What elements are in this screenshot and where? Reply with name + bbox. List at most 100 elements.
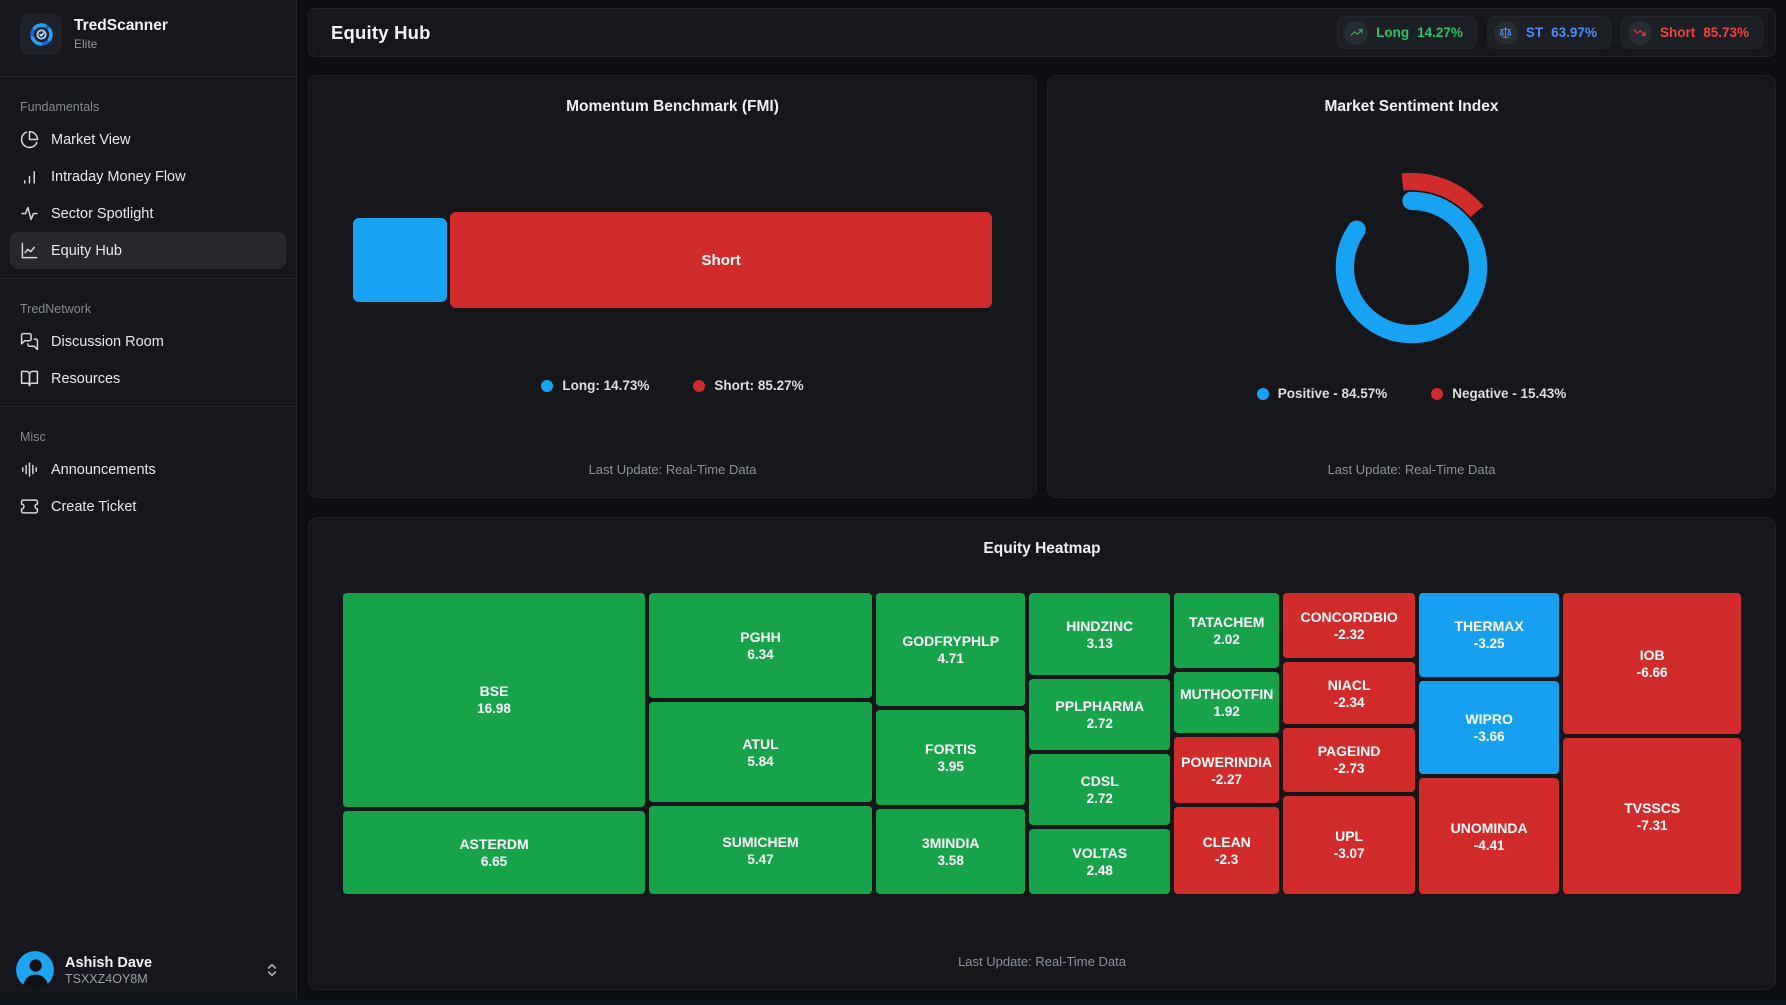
heatmap-cell-pplpharma[interactable]: PPLPHARMA 2.72	[1029, 679, 1170, 751]
momentum-stacked-bar: Short	[352, 210, 993, 310]
legend-dot	[1431, 387, 1444, 400]
sidebar-section-label: Misc	[20, 430, 46, 444]
chevrons-up-down-icon[interactable]	[264, 962, 280, 978]
cell-value: -3.07	[1333, 846, 1365, 862]
legend-dot	[541, 379, 554, 392]
sidebar-item-market-view[interactable]: Market View	[0, 121, 296, 158]
stat-badge-short: Short 85.73%	[1620, 16, 1763, 49]
cell-value: -4.41	[1473, 837, 1505, 853]
heatmap-cell-hindzinc[interactable]: HINDZINC 3.13	[1029, 593, 1170, 676]
sidebar-item-discussion-room[interactable]: Discussion Room	[0, 323, 296, 360]
cell-value: -2.73	[1333, 761, 1365, 777]
cell-ticker: CDSL	[1080, 773, 1119, 790]
heatmap-cell-powerindia[interactable]: POWERINDIA -2.27	[1173, 736, 1280, 804]
heatmap-cell-thermax[interactable]: THERMAX -3.25	[1418, 593, 1560, 677]
heatmap-column: TATACHEM 2.02 MUTHOOTFIN 1.92 POWERINDIA -2.2…	[1173, 593, 1280, 894]
momentum-legend: Long: 14.73% Short: 85.27%	[541, 378, 804, 393]
legend-item[interactable]: Short: 85.27%	[693, 378, 804, 393]
sidebar-section-label: Fundamentals	[20, 100, 100, 114]
heatmap-cell-voltas[interactable]: VOLTAS 2.48	[1029, 828, 1170, 895]
heatmap-cell-atul[interactable]: ATUL 5.84	[649, 702, 872, 803]
sidebar-item-sector-spotlight[interactable]: Sector Spotlight	[0, 195, 296, 232]
brand-tier: Elite	[74, 37, 98, 51]
waveform-icon	[20, 460, 39, 479]
heatmap-cell-upl[interactable]: UPL -3.07	[1283, 795, 1415, 895]
cell-value: 1.92	[1213, 703, 1240, 719]
heatmap-cell-godfryphlp[interactable]: GODFRYPHLP 4.71	[875, 593, 1026, 706]
sidebar-divider	[0, 278, 296, 279]
cell-value: -2.32	[1333, 627, 1365, 643]
sidebar-item-create-ticket[interactable]: Create Ticket	[0, 488, 296, 525]
heatmap-cell-3mindia[interactable]: 3MINDIA 3.58	[875, 809, 1026, 894]
sidebar-item-resources[interactable]: Resources	[0, 360, 296, 397]
cell-value: -7.31	[1636, 817, 1668, 833]
sidebar-item-label: Create Ticket	[51, 498, 137, 515]
badge-value: 63.97%	[1551, 25, 1597, 40]
cell-ticker: CONCORDBIO	[1300, 609, 1398, 626]
heatmap-cell-clean[interactable]: CLEAN -2.3	[1173, 807, 1280, 894]
heatmap-cell-cdsl[interactable]: CDSL 2.72	[1029, 754, 1170, 825]
legend-label: Long: 14.73%	[562, 378, 650, 393]
stat-badge-st: ST 63.97%	[1486, 16, 1611, 49]
heatmap-treemap: BSE 16.98 ASTERDM 6.65 PGHH 6.34 ATUL 5.84 SUMIC…	[309, 593, 1775, 895]
sentiment-card-title: Market Sentiment Index	[1324, 98, 1499, 115]
sidebar-item-label: Discussion Room	[51, 333, 164, 350]
cell-ticker: 3MINDIA	[921, 835, 980, 852]
cell-value: -2.27	[1211, 771, 1243, 787]
heatmap-cell-iob[interactable]: IOB -6.66	[1563, 593, 1742, 735]
sentiment-footer: Last Update: Real-Time Data	[1327, 462, 1496, 477]
sidebar-item-label: Intraday Money Flow	[51, 168, 186, 185]
cell-ticker: FORTIS	[925, 740, 977, 757]
bar-segment-short[interactable]: Short	[449, 212, 993, 308]
heatmap-cell-pageind[interactable]: PAGEIND -2.73	[1283, 728, 1415, 792]
cell-ticker: GODFRYPHLP	[902, 632, 1000, 649]
heatmap-cell-muthootfin[interactable]: MUTHOOTFIN 1.92	[1173, 672, 1280, 733]
messages-icon	[20, 332, 39, 351]
legend-item[interactable]: Negative - 15.43%	[1431, 386, 1566, 401]
legend-label: Short: 85.27%	[714, 378, 804, 393]
sidebar-item-label: Resources	[51, 370, 121, 387]
heatmap-cell-asterdm[interactable]: ASTERDM 6.65	[343, 810, 646, 894]
cell-value: 16.98	[477, 701, 511, 717]
cell-value: -3.25	[1473, 636, 1505, 652]
cell-value: 5.84	[747, 753, 774, 769]
heatmap-cell-concordbio[interactable]: CONCORDBIO -2.32	[1283, 593, 1415, 659]
sidebar-item-label: Announcements	[51, 461, 156, 478]
equity-heatmap-card: Equity Heatmap BSE 16.98 ASTERDM 6.65 PGHH 6.…	[308, 517, 1776, 990]
heatmap-cell-tatachem[interactable]: TATACHEM 2.02	[1173, 593, 1280, 669]
sidebar-divider	[0, 406, 296, 407]
cell-value: 2.48	[1086, 863, 1113, 878]
heatmap-cell-tvsscs[interactable]: TVSSCS -7.31	[1563, 738, 1742, 894]
heatmap-cell-pghh[interactable]: PGHH 6.34	[649, 593, 872, 699]
trending-down-icon	[1627, 20, 1652, 45]
cell-value: -3.66	[1473, 728, 1505, 744]
heatmap-card-title: Equity Heatmap	[983, 540, 1101, 557]
scale-icon	[1493, 20, 1518, 45]
heatmap-cell-unominda[interactable]: UNOMINDA -4.41	[1418, 778, 1560, 894]
badge-label: ST	[1525, 25, 1544, 40]
cell-value: 3.13	[1086, 635, 1113, 651]
stat-badge-long: Long 14.27%	[1337, 16, 1477, 49]
sidebar-section-label: TredNetwork	[20, 302, 92, 316]
cell-value: 6.34	[747, 647, 774, 663]
heatmap-column: IOB -6.66 TVSSCS -7.31	[1563, 593, 1742, 894]
sidebar-nav: Fundamentals Market View Intraday Money Fl…	[0, 67, 296, 525]
legend-item[interactable]: Positive - 84.57%	[1256, 386, 1387, 401]
heatmap-cell-wipro[interactable]: WIPRO -3.66	[1418, 680, 1560, 775]
sidebar-item-equity-hub[interactable]: Equity Hub	[10, 232, 286, 269]
sidebar-item-intraday-money-flow[interactable]: Intraday Money Flow	[0, 158, 296, 195]
heatmap-cell-fortis[interactable]: FORTIS 3.95	[875, 709, 1026, 806]
tredscanner-logo-icon	[20, 13, 62, 55]
sidebar-item-announcements[interactable]: Announcements	[0, 451, 296, 488]
cell-ticker: BSE	[479, 683, 509, 700]
heatmap-cell-niacl[interactable]: NIACL -2.34	[1283, 662, 1415, 725]
heatmap-cell-bse[interactable]: BSE 16.98	[343, 593, 646, 807]
bar-segment-long[interactable]	[352, 218, 447, 302]
legend-item[interactable]: Long: 14.73%	[541, 378, 649, 393]
user-profile[interactable]: Ashish Dave TSXXZ4OY8M	[0, 939, 296, 1005]
pie-chart-icon	[20, 130, 39, 149]
badge-label: Short	[1659, 25, 1696, 40]
heatmap-cell-sumichem[interactable]: SUMICHEM 5.47	[649, 806, 872, 895]
cell-ticker: HINDZINC	[1066, 617, 1134, 634]
brand-name: TredScanner	[74, 17, 168, 34]
